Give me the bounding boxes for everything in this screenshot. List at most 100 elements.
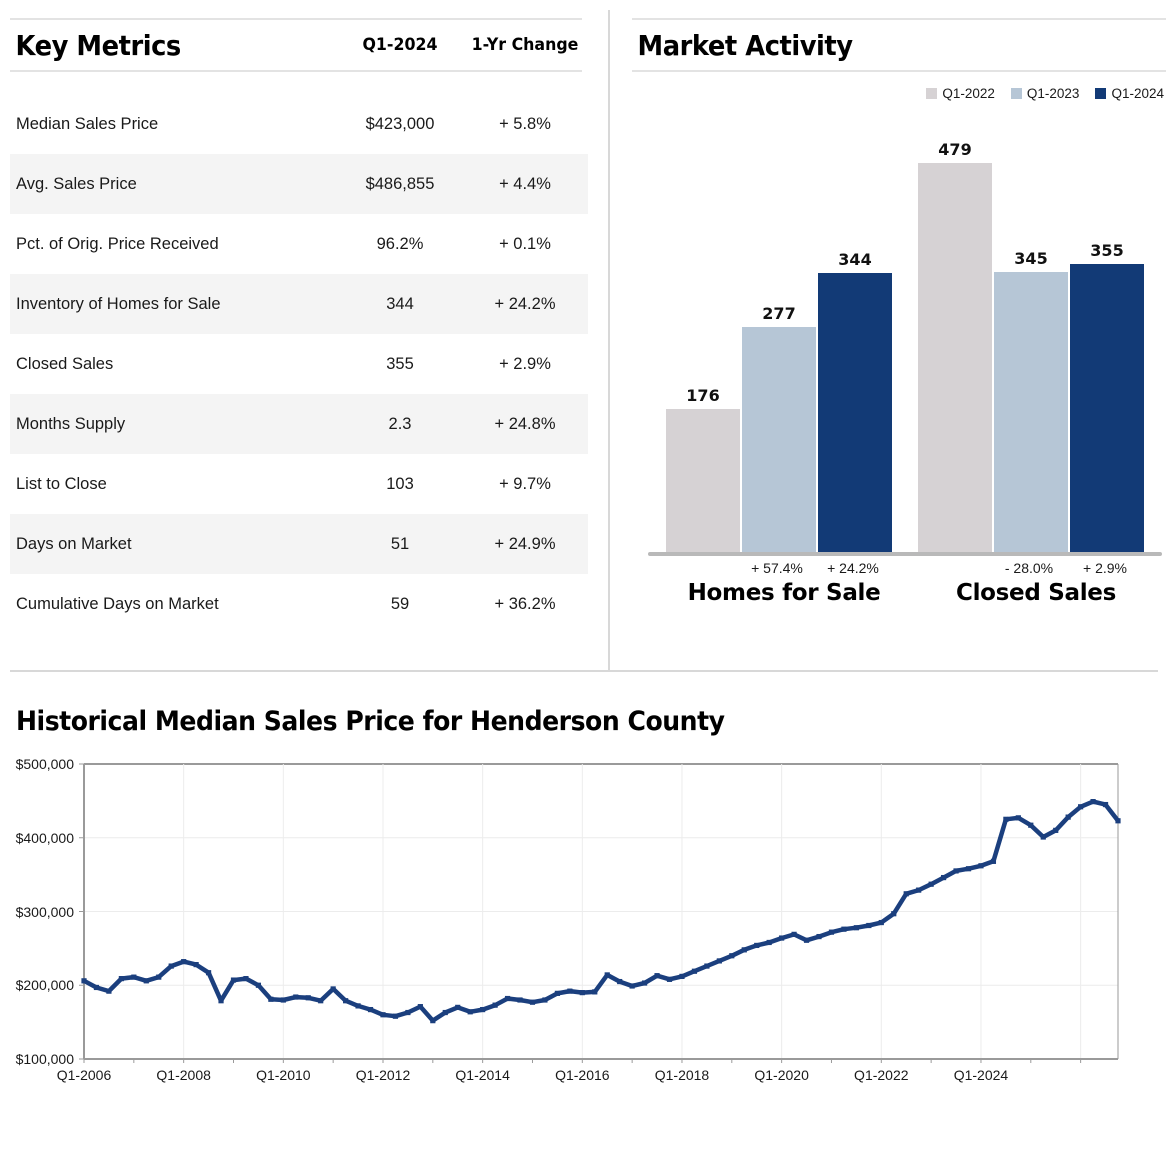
data-point	[891, 911, 897, 917]
historical-price-panel: Historical Median Sales Price for Hender…	[0, 676, 1168, 1168]
bar-Q1-2022[interactable]	[918, 163, 992, 552]
data-point	[355, 1003, 361, 1009]
x-axis-label: Q1-2016	[555, 1067, 610, 1083]
data-point	[330, 986, 336, 992]
horizontal-divider	[10, 670, 1158, 672]
data-point	[305, 995, 311, 1001]
data-point	[143, 978, 149, 984]
data-point	[704, 963, 710, 969]
data-point	[878, 919, 884, 926]
data-point	[467, 1009, 473, 1015]
bar-column[interactable]: 176	[666, 383, 740, 552]
bar-Q1-2023[interactable]	[742, 327, 816, 552]
bar-value-label: 479	[938, 140, 972, 159]
data-point	[803, 937, 810, 943]
legend-label: Q1-2022	[942, 86, 995, 101]
metric-label: Median Sales Price	[16, 114, 159, 133]
bar-change-row: - 28.0% + 2.9%	[910, 560, 1162, 576]
x-axis-label: Q1-2020	[754, 1067, 809, 1083]
data-point	[754, 942, 760, 949]
bar-value-label: 176	[686, 386, 720, 405]
metric-label: Months Supply	[16, 414, 126, 433]
bar-column[interactable]: 355	[1070, 238, 1144, 552]
bar-Q1-2024[interactable]	[1070, 264, 1144, 552]
line-chart: $100,000 $200,000 $300,000 $400,000 $500,000…	[0, 754, 1168, 1154]
data-point	[131, 974, 137, 980]
data-point	[318, 998, 324, 1004]
legend-swatch-icon	[926, 88, 938, 99]
key-metrics-title: Key Metrics	[15, 28, 182, 62]
data-point	[741, 947, 747, 953]
y-axis-label: $400,000	[15, 829, 74, 846]
metric-label: Pct. of Orig. Price Received	[16, 234, 219, 253]
market-activity-header: Market Activity	[632, 18, 1166, 72]
metric-label: Closed Sales	[16, 354, 114, 373]
table-row: Days on Market 51 + 24.9%	[10, 514, 588, 574]
legend-item[interactable]: Q1-2022	[926, 86, 995, 101]
data-point	[604, 972, 610, 978]
data-point	[1078, 804, 1084, 810]
bar-group-meta: - 28.0% + 2.9% Closed Sales	[910, 560, 1162, 606]
data-point	[965, 866, 972, 872]
bar-column[interactable]: 344	[818, 247, 892, 552]
bar-column[interactable]: 277	[742, 301, 816, 552]
x-axis-label: Q1-2022	[854, 1067, 909, 1083]
data-point	[193, 962, 199, 968]
data-point	[504, 995, 511, 1002]
metric-label: List to Close	[16, 474, 107, 493]
data-point	[106, 988, 112, 994]
bar-column[interactable]: 479	[918, 137, 992, 552]
legend-item[interactable]: Q1-2024	[1095, 86, 1164, 101]
table-row: Pct. of Orig. Price Received 96.2% + 0.1%	[10, 214, 588, 274]
bar-column[interactable]: 345	[994, 246, 1068, 552]
data-point	[1053, 827, 1059, 833]
data-point	[480, 1006, 486, 1013]
data-point	[205, 970, 212, 976]
bar-change-row: + 57.4% + 24.2%	[658, 560, 910, 576]
vertical-divider	[608, 10, 610, 670]
data-point	[218, 998, 224, 1004]
data-point	[617, 978, 623, 985]
metric-change: + 5.8%	[499, 114, 551, 133]
line-chart-svg	[79, 763, 1121, 1063]
bar-chart: 176 277 344 + 57.4% + 24.2% Homes for Sale 479…	[642, 120, 1162, 606]
data-point	[866, 922, 872, 929]
table-row: Cumulative Days on Market 59 + 36.2%	[10, 574, 588, 634]
data-point	[592, 989, 598, 995]
data-point	[978, 863, 984, 869]
chart-legend: Q1-2022 Q1-2023 Q1-2024	[926, 86, 1164, 101]
x-axis-label: Q1-2024	[953, 1067, 1009, 1083]
metric-value: 2.3	[388, 414, 412, 433]
metric-value: 103	[386, 474, 414, 493]
bar-Q1-2022[interactable]	[666, 409, 740, 552]
x-axis-label: Q1-2014	[455, 1067, 510, 1083]
data-point	[666, 976, 673, 982]
bar-Q1-2023[interactable]	[994, 272, 1068, 552]
market-activity-title: Market Activity	[637, 28, 854, 62]
x-axis-label: Q1-2010	[256, 1067, 311, 1083]
bar-chart-baseline	[648, 552, 1162, 556]
data-point	[729, 953, 735, 959]
data-point	[93, 984, 100, 991]
metric-value: $486,855	[365, 174, 435, 193]
data-point	[517, 997, 523, 1003]
data-point	[405, 1009, 411, 1016]
bar-group: 176 277 344	[666, 247, 892, 552]
data-point	[629, 983, 635, 989]
metric-label: Days on Market	[16, 534, 132, 553]
data-point	[1015, 815, 1021, 821]
metric-change: + 2.9%	[499, 354, 551, 373]
x-axis-label: Q1-2008	[156, 1067, 211, 1083]
metric-value: 59	[390, 594, 410, 613]
bar-Q1-2024[interactable]	[818, 273, 892, 552]
table-row: List to Close 103 + 9.7%	[10, 454, 588, 514]
data-point	[243, 976, 249, 982]
data-point	[1040, 834, 1046, 840]
metric-change: + 24.2%	[494, 294, 556, 313]
data-point	[791, 931, 797, 937]
data-point	[841, 926, 847, 932]
data-point	[716, 958, 722, 964]
legend-item[interactable]: Q1-2023	[1010, 86, 1079, 101]
data-point	[442, 1009, 448, 1016]
data-point	[828, 929, 835, 935]
